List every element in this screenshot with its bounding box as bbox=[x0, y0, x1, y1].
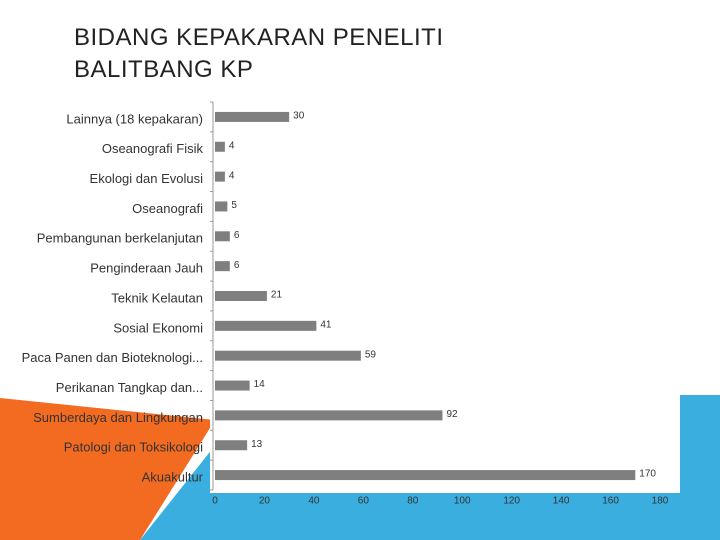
bar bbox=[215, 440, 248, 451]
x-tick-label: 80 bbox=[407, 496, 419, 507]
background-shape bbox=[0, 398, 215, 540]
y-tick-label: Oseanografi bbox=[132, 201, 203, 216]
bar bbox=[215, 350, 361, 361]
y-tick-label: Ekologi dan Evolusi bbox=[90, 171, 204, 186]
bar bbox=[215, 201, 228, 212]
x-tick-label: 140 bbox=[553, 496, 570, 507]
value-label: 170 bbox=[639, 469, 656, 480]
y-tick-label: Teknik Kelautan bbox=[111, 290, 203, 305]
bar bbox=[215, 410, 443, 421]
bar bbox=[215, 380, 250, 391]
x-tick-label: 60 bbox=[358, 496, 370, 507]
value-label: 6 bbox=[234, 260, 240, 271]
chart-title: BIDANG KEPAKARAN PENELITI BALITBANG KP bbox=[74, 24, 444, 83]
x-tick-label: 180 bbox=[652, 496, 669, 507]
x-tick-label: 0 bbox=[212, 496, 218, 507]
bar bbox=[215, 141, 225, 152]
y-tick-label: Penginderaan Jauh bbox=[90, 261, 203, 276]
y-tick-label: Pembangunan berkelanjutan bbox=[37, 231, 203, 246]
bar bbox=[215, 291, 267, 301]
y-tick-label: Oseanografi Fisik bbox=[102, 141, 204, 156]
bar bbox=[215, 231, 230, 242]
y-tick-label: Lainnya (18 kepakaran) bbox=[66, 111, 203, 126]
y-tick-label: Sosial Ekonomi bbox=[113, 320, 203, 335]
y-tick-label: Patologi dan Toksikologi bbox=[64, 440, 203, 455]
bar bbox=[215, 320, 317, 331]
y-tick-label: Paca Panen dan Bioteknologi... bbox=[22, 350, 203, 365]
bar bbox=[215, 171, 225, 182]
bar bbox=[215, 470, 636, 481]
value-label: 92 bbox=[446, 409, 458, 420]
value-label: 4 bbox=[229, 140, 235, 151]
bar bbox=[215, 111, 290, 122]
y-tick-label: Perikanan Tangkap dan... bbox=[56, 380, 203, 395]
x-tick-label: 40 bbox=[308, 496, 320, 507]
x-tick-label: 20 bbox=[259, 496, 271, 507]
value-label: 6 bbox=[234, 230, 240, 241]
x-tick-label: 100 bbox=[454, 496, 471, 507]
y-tick-label: Sumberdaya dan Lingkungan bbox=[33, 410, 203, 425]
y-tick-label: Akuakultur bbox=[142, 470, 204, 485]
value-label: 30 bbox=[293, 111, 305, 122]
bar bbox=[215, 261, 230, 272]
x-tick-label: 120 bbox=[503, 496, 520, 507]
value-label: 5 bbox=[231, 200, 237, 211]
value-label: 59 bbox=[365, 349, 377, 360]
plot-background bbox=[210, 98, 680, 493]
value-label: 4 bbox=[229, 170, 235, 181]
x-tick-label: 160 bbox=[602, 496, 619, 507]
value-label: 13 bbox=[251, 439, 263, 450]
value-label: 21 bbox=[271, 290, 283, 301]
value-label: 14 bbox=[254, 379, 266, 390]
value-label: 41 bbox=[320, 319, 332, 330]
